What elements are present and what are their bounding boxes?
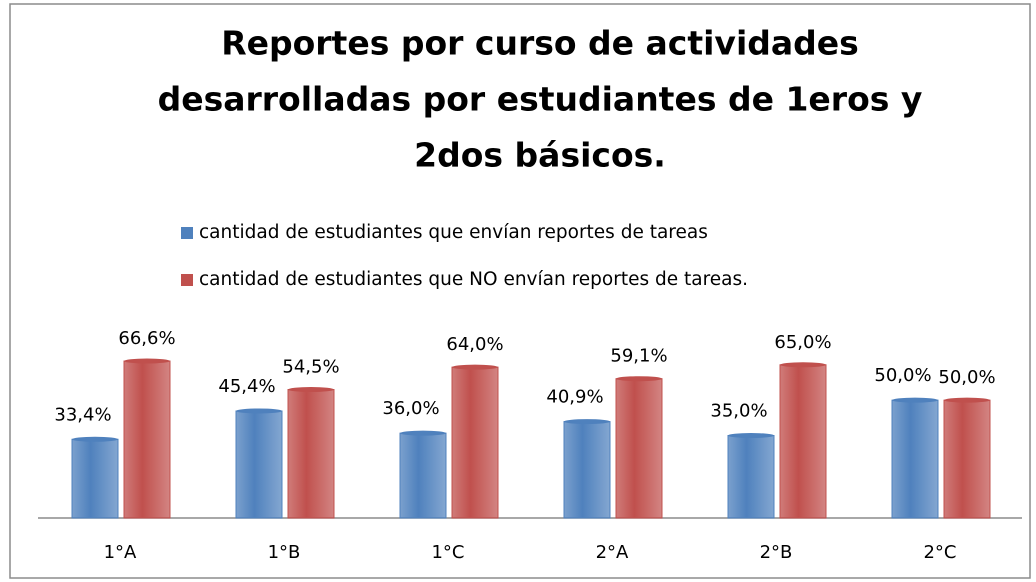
bar — [563, 421, 611, 519]
bar — [235, 410, 283, 519]
chart-frame — [9, 3, 1031, 579]
bar — [399, 432, 447, 519]
bar-top — [728, 433, 774, 439]
bar-top — [124, 358, 170, 364]
data-label: 59,1% — [610, 346, 667, 367]
bar — [287, 389, 335, 519]
bar — [943, 399, 991, 519]
data-label: 50,0% — [874, 365, 931, 386]
bar-top — [72, 436, 118, 442]
x-tick-label: 1°B — [268, 542, 301, 563]
x-tick-label: 1°A — [104, 542, 137, 563]
bar — [71, 438, 119, 519]
chart-title: desarrolladas por estudiantes de 1eros y — [158, 80, 923, 119]
data-label: 40,9% — [546, 387, 603, 408]
bar-top — [944, 397, 990, 403]
x-tick-label: 2°B — [760, 542, 793, 563]
x-tick-label: 1°C — [431, 542, 464, 563]
data-label: 45,4% — [218, 376, 275, 397]
bar — [891, 399, 939, 519]
legend-label: cantidad de estudiantes que envían repor… — [199, 222, 708, 243]
chart-title: 2dos básicos. — [414, 136, 666, 175]
data-label: 36,0% — [382, 398, 439, 419]
data-label: 35,0% — [710, 401, 767, 422]
bar — [727, 435, 775, 519]
data-label: 66,6% — [118, 328, 175, 349]
bar — [779, 364, 827, 519]
data-label: 65,0% — [774, 332, 831, 353]
bar-top — [452, 364, 498, 370]
bar-top — [564, 419, 610, 425]
bar-top — [780, 362, 826, 368]
bar-top — [236, 408, 282, 414]
data-label: 54,5% — [282, 357, 339, 378]
x-tick-label: 2°C — [923, 542, 956, 563]
bar — [123, 360, 171, 519]
legend-label: cantidad de estudiantes que NO envían re… — [199, 269, 748, 290]
legend-swatch — [181, 274, 193, 286]
data-label: 50,0% — [938, 367, 995, 388]
bar-top — [616, 376, 662, 382]
legend-swatch — [181, 227, 193, 239]
bar-top — [892, 397, 938, 403]
bar-top — [288, 387, 334, 393]
bar — [615, 378, 663, 519]
data-label: 64,0% — [446, 334, 503, 355]
bar-top — [400, 430, 446, 436]
data-label: 33,4% — [54, 404, 111, 425]
bar — [451, 366, 499, 519]
x-tick-label: 2°A — [596, 542, 629, 563]
chart-title: Reportes por curso de actividades — [221, 24, 859, 63]
